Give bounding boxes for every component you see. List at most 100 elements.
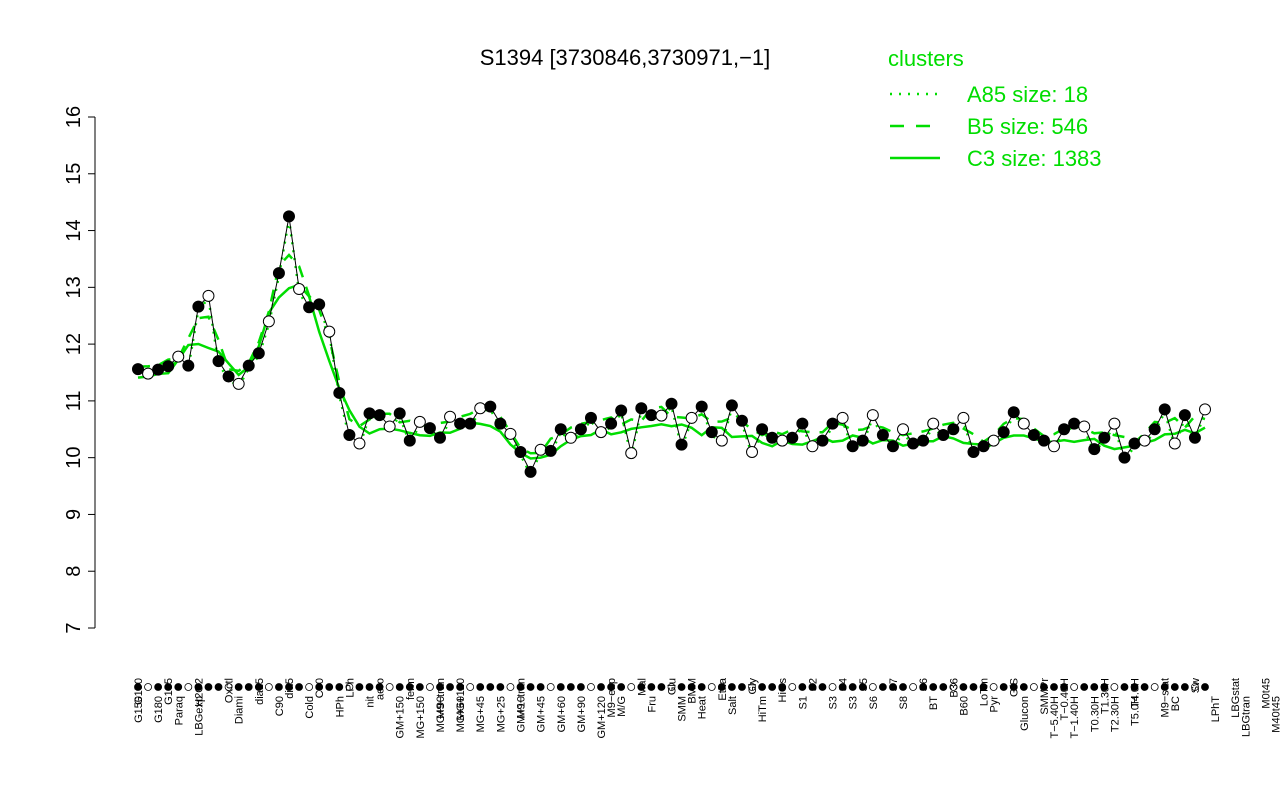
x-tick-label-top: HiOs [777, 678, 789, 703]
data-point [625, 447, 638, 460]
data-point [806, 440, 819, 453]
x-axis-marker [1040, 683, 1048, 691]
x-axis-marker [919, 683, 928, 691]
x-tick-label-bottom: T5.0H [1130, 696, 1142, 726]
x-axis-marker [607, 683, 616, 691]
x-axis-marker [1140, 683, 1149, 691]
x-axis-marker [748, 683, 756, 691]
x-axis-marker [989, 683, 998, 691]
x-tick-label-top: Oxctl [224, 678, 236, 703]
x-tick-label-bottom: Fru [646, 696, 658, 713]
data-point [1138, 434, 1151, 447]
x-axis-marker [1029, 683, 1038, 691]
x-axis-marker [818, 683, 827, 691]
data-point [967, 445, 980, 458]
y-tick-label: 11 [63, 391, 85, 412]
x-tick-label-top: T−0.40H [1059, 678, 1071, 721]
data-point [685, 411, 698, 424]
data-point [776, 434, 789, 447]
data-point [423, 422, 436, 435]
data-point [262, 315, 275, 328]
data-point [997, 426, 1010, 439]
x-axis-marker [798, 683, 807, 691]
x-tick-label-bottom: GM+45 [536, 696, 548, 732]
data-point [836, 411, 849, 424]
x-tick-label-top: dia15 [254, 678, 266, 705]
x-tick-label-bottom: LPhT [1210, 696, 1222, 723]
x-tick-label-top: H2O2 [193, 678, 205, 707]
data-point [444, 410, 457, 423]
data-point [907, 437, 920, 450]
x-axis-marker [1100, 683, 1109, 691]
data-point [544, 444, 557, 457]
x-tick-label-bottom: T−1.40H [1069, 696, 1081, 739]
x-axis-marker [1009, 683, 1018, 691]
x-tick-label-bottom: S8 [898, 696, 910, 709]
x-tick-label-top: M9−stat [1160, 678, 1172, 717]
data-point [655, 409, 668, 422]
x-axis-marker [1170, 683, 1179, 691]
x-tick-label-top: aero [375, 678, 387, 700]
x-axis-marker [717, 683, 726, 691]
x-axis-marker [496, 683, 505, 691]
x-axis-marker [768, 683, 777, 691]
x-tick-label-bottom: MG+25 [495, 696, 507, 732]
legend-label-a85: A85 size: 18 [967, 82, 1088, 107]
data-point [766, 431, 779, 444]
data-point [886, 440, 899, 453]
x-tick-label-top: Etha [717, 677, 729, 701]
x-axis-marker [345, 683, 354, 691]
data-point [846, 440, 859, 453]
x-tick-label-bottom: T0.30H [1089, 696, 1101, 732]
y-axis: 7 8 9 10 11 12 13 14 15 16 [63, 106, 96, 634]
x-axis-marker [436, 683, 444, 691]
x-axis-marker [878, 683, 887, 691]
x-axis-marker [999, 683, 1008, 691]
data-point [715, 434, 728, 447]
x-tick-label-top: LoTm [979, 678, 991, 706]
x-tick-label-top: Mal [636, 678, 648, 696]
data-point [675, 438, 688, 451]
x-axis-marker [778, 683, 787, 691]
x-tick-label-bottom: GM+120 [596, 696, 608, 739]
x-axis-marker [1201, 683, 1209, 691]
data-point [987, 434, 1000, 447]
data-point [1188, 431, 1201, 444]
cluster-lines [137, 218, 1207, 478]
data-point [937, 428, 950, 441]
x-tick-label-top: G150 [133, 678, 145, 705]
x-axis-marker [174, 683, 183, 691]
x-tick-label-top: M9−tran [516, 678, 528, 719]
data-point [1007, 406, 1020, 419]
data-point [645, 409, 658, 422]
x-tick-label-top: B36 [948, 678, 960, 698]
x-tick-label-bottom: BC [1170, 696, 1182, 711]
x-axis-marker [959, 683, 968, 691]
x-axis-marker [697, 683, 706, 691]
data-point [584, 411, 597, 424]
data-point [635, 402, 648, 415]
cluster-line-c3 [137, 283, 1206, 460]
x-axis-marker [456, 683, 465, 691]
x-axis-marker [526, 683, 535, 691]
data-points [132, 210, 1211, 478]
data-point [313, 298, 326, 311]
x-axis-marker [365, 683, 374, 691]
x-tick-label-top: G/S [1009, 678, 1021, 697]
legend: clusters A85 size: 18 B5 size: 546 C3 si… [888, 46, 1102, 171]
x-tick-label-bottom: BT [928, 696, 940, 710]
data-point [303, 301, 316, 314]
x-tick-label-bottom: S1 [797, 696, 809, 709]
x-tick-label-top: BMM [687, 678, 699, 704]
data-point [514, 445, 527, 458]
data-point [202, 289, 215, 302]
x-axis-marker [164, 683, 173, 691]
x-axis-marker [1070, 683, 1079, 691]
x-axis-marker [254, 683, 263, 691]
x-axis-marker [224, 683, 233, 691]
x-axis-marker [889, 683, 897, 691]
data-point [323, 325, 336, 338]
data-point [524, 465, 537, 478]
data-point [242, 359, 255, 372]
data-point [132, 363, 144, 376]
